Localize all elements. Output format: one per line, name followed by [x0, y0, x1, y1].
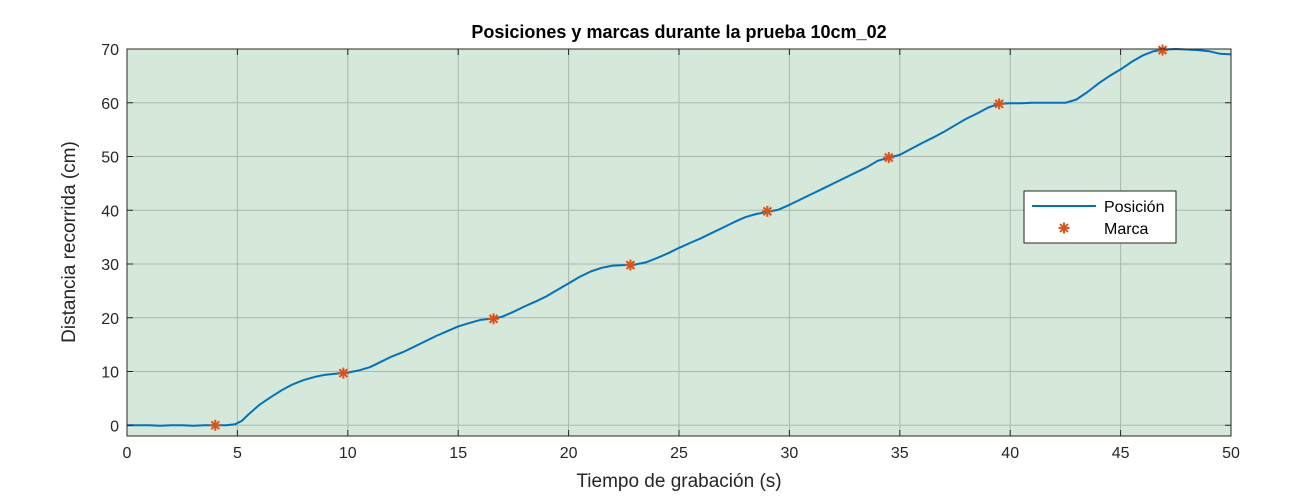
y-tick-label: 70 — [101, 42, 119, 59]
x-ticks: 0 5 10 15 20 25 30 35 40 45 50 — [123, 49, 1240, 462]
marker-marca — [1157, 44, 1169, 56]
legend-star-icon — [1058, 222, 1070, 234]
x-axis-label: Tiempo de grabación (s) — [576, 471, 781, 492]
y-tick-label: 20 — [101, 311, 119, 328]
x-tick-label: 5 — [233, 445, 242, 462]
grid — [127, 49, 1231, 436]
markers-group — [209, 44, 1169, 431]
marker-marca — [624, 259, 636, 271]
x-tick-label: 30 — [781, 445, 799, 462]
marker-marca — [883, 152, 895, 164]
x-tick-label: 15 — [449, 445, 467, 462]
legend-label-posicion: Posición — [1104, 199, 1164, 216]
x-tick-label: 25 — [670, 445, 688, 462]
x-tick-label: 50 — [1222, 445, 1240, 462]
marker-marca — [993, 98, 1005, 110]
y-tick-label: 40 — [101, 203, 119, 220]
y-axis-label: Distancia recorrida (cm) — [59, 141, 80, 343]
x-tick-label: 10 — [339, 445, 357, 462]
marker-marca — [761, 205, 773, 217]
x-tick-label: 0 — [123, 445, 132, 462]
series-line-posicion — [127, 48, 1232, 427]
x-tick-label: 40 — [1001, 445, 1019, 462]
x-tick-label: 20 — [560, 445, 578, 462]
chart-title: Posiciones y marcas durante la prueba 10… — [471, 22, 886, 42]
y-tick-label: 50 — [101, 150, 119, 167]
y-ticks: 0 10 20 30 40 50 60 70 — [101, 42, 1231, 435]
marker-marca — [209, 419, 221, 431]
marker-marca — [488, 313, 500, 325]
y-tick-label: 30 — [101, 257, 119, 274]
y-tick-label: 0 — [110, 418, 119, 435]
x-tick-label: 35 — [891, 445, 909, 462]
legend-marker-swatch — [1058, 222, 1070, 234]
y-tick-label: 60 — [101, 96, 119, 113]
y-tick-label: 10 — [101, 365, 119, 382]
marker-marca — [337, 367, 349, 379]
legend-label-marca: Marca — [1104, 221, 1149, 238]
series-line-group — [127, 48, 1232, 427]
legend-box — [1023, 190, 1177, 244]
legend: Posición Marca — [1023, 190, 1177, 244]
x-tick-label: 45 — [1112, 445, 1130, 462]
